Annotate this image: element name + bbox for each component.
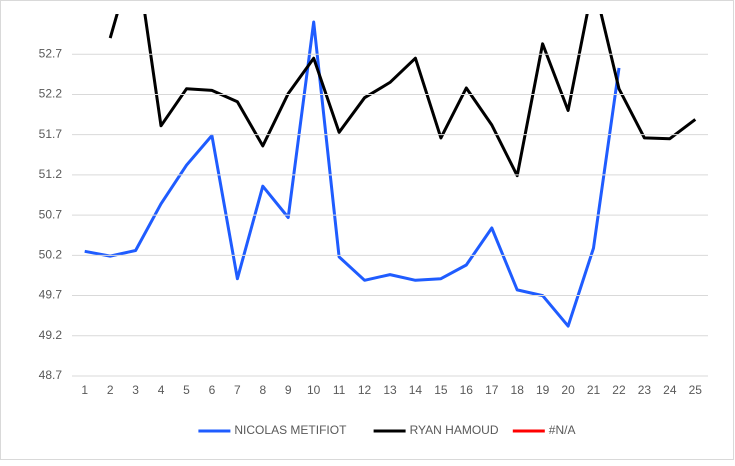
y-tick-label: 48.7 <box>39 368 63 382</box>
y-tick-label: 52.7 <box>39 46 63 60</box>
series-line <box>108 14 697 178</box>
x-tick-label: 17 <box>485 383 499 397</box>
plot-area <box>84 14 697 328</box>
x-tick-label: 14 <box>409 383 423 397</box>
y-tick-label: 52.2 <box>39 87 63 101</box>
x-tick-label: 16 <box>460 383 474 397</box>
x-tick-label: 21 <box>587 383 601 397</box>
x-tick-label: 5 <box>183 383 190 397</box>
x-tick-label: 1 <box>81 383 88 397</box>
x-tick-label: 10 <box>307 383 321 397</box>
x-tick-label: 20 <box>561 383 575 397</box>
y-tick-label: 49.2 <box>39 328 63 342</box>
x-tick-label: 19 <box>536 383 550 397</box>
x-tick-label: 7 <box>234 383 241 397</box>
y-tick-label: 50.7 <box>39 207 63 221</box>
x-tick-label: 2 <box>107 383 114 397</box>
x-tick-label: 6 <box>209 383 216 397</box>
x-tick-label: 3 <box>132 383 139 397</box>
x-tick-label: 12 <box>358 383 372 397</box>
y-tick-label: 51.7 <box>39 127 63 141</box>
x-tick-label: 11 <box>333 383 346 397</box>
x-tick-label: 18 <box>511 383 525 397</box>
y-tick-label: 50.2 <box>39 248 63 262</box>
legend-label: #N/A <box>549 423 576 437</box>
x-tick-label: 8 <box>259 383 266 397</box>
x-tick-label: 13 <box>383 383 397 397</box>
x-tick-label: 22 <box>612 383 626 397</box>
x-tick-label: 25 <box>689 383 703 397</box>
legend-label: NICOLAS METIFIOT <box>234 423 347 437</box>
x-tick-label: 4 <box>158 383 165 397</box>
x-tick-label: 24 <box>663 383 677 397</box>
x-tick-label: 9 <box>285 383 292 397</box>
series-line <box>84 20 621 328</box>
y-tick-label: 49.7 <box>39 288 63 302</box>
legend-label: RYAN HAMOUD <box>410 423 499 437</box>
x-tick-label: 23 <box>638 383 652 397</box>
x-tick-label: 15 <box>434 383 448 397</box>
y-tick-label: 51.2 <box>39 167 63 181</box>
